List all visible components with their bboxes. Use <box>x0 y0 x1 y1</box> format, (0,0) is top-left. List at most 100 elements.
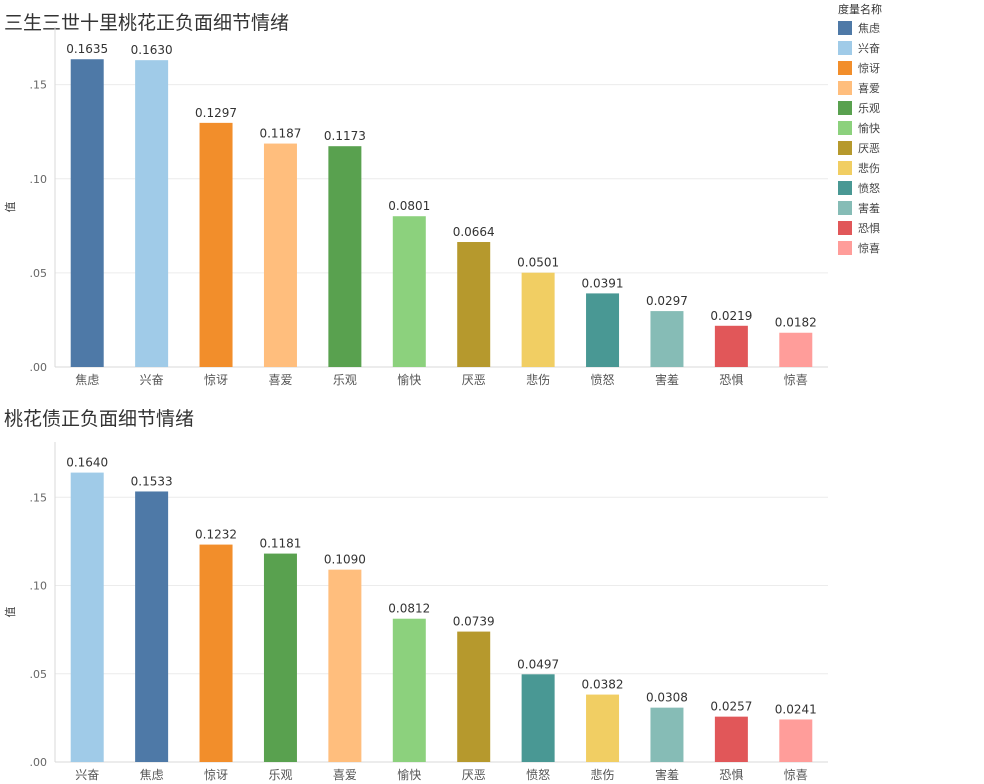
bar[interactable] <box>199 122 233 367</box>
bar[interactable] <box>714 716 748 762</box>
bar[interactable] <box>714 325 748 367</box>
legend-swatch <box>838 241 852 255</box>
y-tick-label: .05 <box>30 267 48 280</box>
legend-item[interactable]: 愉快 <box>838 118 978 138</box>
x-tick-label: 厌恶 <box>462 768 486 782</box>
legend-label: 害羞 <box>858 202 880 215</box>
x-tick-label: 恐惧 <box>719 372 743 387</box>
legend-item[interactable]: 恐惧 <box>838 218 978 238</box>
bar[interactable] <box>650 311 684 367</box>
chart-2-title: 桃花债正负面细节情绪 <box>4 408 195 430</box>
y-tick-label: .00 <box>30 756 48 769</box>
legend-item[interactable]: 焦虑 <box>838 18 978 38</box>
legend-swatch <box>838 201 852 215</box>
y-tick-label: .10 <box>30 580 48 593</box>
legend-item[interactable]: 喜爱 <box>838 78 978 98</box>
x-tick-label: 厌恶 <box>462 373 486 387</box>
legend-swatch <box>838 101 852 115</box>
bar[interactable] <box>586 694 620 762</box>
data-label: 0.0257 <box>710 700 752 714</box>
legend-swatch <box>838 141 852 155</box>
legend-label: 恐惧 <box>858 222 880 235</box>
legend-item[interactable]: 愤怒 <box>838 178 978 198</box>
data-label: 0.0241 <box>775 702 817 716</box>
bar[interactable] <box>457 242 491 367</box>
x-tick-label: 愉快 <box>397 372 421 387</box>
data-label: 0.1297 <box>195 106 237 120</box>
data-label: 0.0297 <box>646 294 688 308</box>
bar[interactable] <box>135 491 169 762</box>
y-tick-label: .15 <box>30 491 48 504</box>
y-tick-label: .10 <box>30 173 48 186</box>
y-tick-label: .00 <box>30 361 48 374</box>
x-tick-label: 悲伤 <box>591 767 615 782</box>
data-label: 0.1533 <box>131 474 173 488</box>
legend-item[interactable]: 厌恶 <box>838 138 978 158</box>
data-label: 0.0497 <box>517 657 559 671</box>
x-tick-label: 焦虑 <box>75 373 99 387</box>
legend-label: 惊讶 <box>858 62 880 75</box>
y-tick-label: .15 <box>30 79 48 92</box>
x-tick-label: 喜爱 <box>268 373 292 387</box>
legend-swatch <box>838 41 852 55</box>
bar[interactable] <box>328 569 362 762</box>
bar[interactable] <box>70 472 104 762</box>
data-label: 0.1173 <box>324 129 366 143</box>
legend-item[interactable]: 害羞 <box>838 198 978 218</box>
legend-items: 焦虑兴奋惊讶喜爱乐观愉快厌恶 悲伤愤怒害羞恐惧惊喜 <box>838 18 978 258</box>
x-tick-label: 惊讶 <box>204 372 228 387</box>
legend-swatch <box>838 21 852 35</box>
data-label: 0.0739 <box>453 615 495 629</box>
data-label: 0.0308 <box>646 691 688 705</box>
legend-swatch <box>838 161 852 175</box>
data-label: 0.0664 <box>453 225 495 239</box>
x-tick-label: 喜爱 <box>333 768 357 782</box>
bar[interactable] <box>392 216 426 367</box>
bar[interactable] <box>521 674 555 762</box>
bar[interactable] <box>263 553 297 762</box>
bar[interactable] <box>70 59 104 368</box>
data-label: 0.1181 <box>259 537 301 551</box>
data-label: 0.1635 <box>66 42 108 56</box>
y-axis-label: 值 <box>4 202 17 213</box>
chart-1-plot: .00 .05 .10 .15 值 0.1635 焦虑 0.1630 兴奋 0.1297 惊讶 0.1… <box>4 27 828 387</box>
legend-item[interactable]: 乐观 <box>838 98 978 118</box>
bar[interactable] <box>650 707 684 762</box>
bar[interactable] <box>135 60 169 367</box>
bar[interactable] <box>457 631 491 762</box>
legend-swatch <box>838 181 852 195</box>
legend-label: 惊喜 <box>858 242 880 255</box>
x-tick-label: 愤怒 <box>591 372 615 387</box>
data-label: 0.0812 <box>388 602 430 616</box>
legend-item[interactable]: 悲伤 <box>838 158 978 178</box>
y-axis-label: 值 <box>4 607 17 618</box>
legend-item[interactable]: 兴奋 <box>838 38 978 58</box>
bar[interactable] <box>779 332 813 367</box>
legend-label: 乐观 <box>858 102 880 115</box>
data-label: 0.0801 <box>388 199 430 213</box>
bar[interactable] <box>199 544 233 762</box>
legend-label: 愤怒 <box>858 182 880 195</box>
data-label: 0.1640 <box>66 456 108 470</box>
bar[interactable] <box>521 272 555 367</box>
legend-label: 愉快 <box>858 122 880 135</box>
legend-label: 兴奋 <box>858 42 880 55</box>
x-tick-label: 乐观 <box>268 768 292 782</box>
legend-item[interactable]: 惊讶 <box>838 58 978 78</box>
x-tick-label: 害羞 <box>655 767 679 782</box>
bar[interactable] <box>328 146 362 367</box>
legend-swatch <box>838 81 852 95</box>
bar[interactable] <box>392 618 426 762</box>
data-label: 0.1187 <box>259 127 301 141</box>
x-tick-label: 害羞 <box>655 372 679 387</box>
bar[interactable] <box>779 719 813 762</box>
y-tick-label: .05 <box>30 668 48 681</box>
bar[interactable] <box>263 143 297 367</box>
bar[interactable] <box>586 293 620 367</box>
chart-1-title: 三生三世十里桃花正负面细节情绪 <box>4 12 290 34</box>
x-tick-label: 愉快 <box>397 767 421 782</box>
x-tick-label: 兴奋 <box>75 768 99 782</box>
x-tick-label: 惊讶 <box>204 767 228 782</box>
legend-item[interactable]: 惊喜 <box>838 238 978 258</box>
x-tick-label: 焦虑 <box>140 768 164 782</box>
